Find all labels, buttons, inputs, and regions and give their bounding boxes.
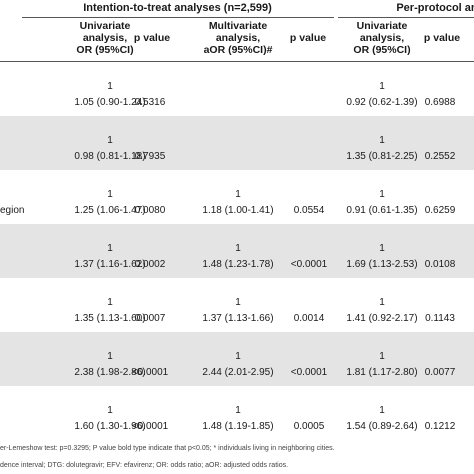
ref-value: 1 — [107, 81, 113, 92]
pp-pvalue: 0.0077 — [424, 367, 456, 378]
pp-group-title: Per-protocol an — [396, 2, 474, 14]
ref-value: 1 — [235, 351, 241, 362]
table-row: 1 1.05 (0.90-1.24) 0.5316 1 0.92 (0.62-1.39)… — [0, 62, 474, 116]
multivariate-aor: 1.48 (1.23-1.78) — [202, 259, 274, 270]
header-pvalue-multi: p value — [289, 32, 327, 44]
pp-pvalue: 0.1143 — [425, 313, 455, 324]
ref-value: 1 — [107, 135, 113, 146]
pp-univariate-or: 1.41 (0.92-2.17) — [346, 313, 418, 324]
pp-univariate-or: 1.35 (0.81-2.25) — [346, 151, 418, 162]
univariate-or: 1.60 (1.30-1.96) — [74, 421, 146, 432]
itt-group-rule — [22, 17, 334, 18]
pp-pvalue: 0.1212 — [424, 421, 456, 432]
row-label: egion — [0, 205, 25, 216]
univariate-or: 1.05 (0.90-1.24) — [74, 97, 146, 108]
table-row: egion 1 1.25 (1.06-1.47) 0.0080 1 1.18 (1.00-… — [0, 170, 474, 224]
ref-value: 1 — [107, 351, 113, 362]
table-row: 1 1.35 (1.13-1.60) 0.0007 1 1.37 (1.13-1.66)… — [0, 278, 474, 332]
itt-group-title: Intention-to-treat analyses (n=2,599) — [83, 2, 272, 14]
multivariate-pvalue: <0.0001 — [290, 367, 328, 378]
pp-pvalue: 0.6259 — [424, 205, 456, 216]
univariate-pvalue: <0.0001 — [131, 367, 169, 378]
univariate-pvalue: 0.0002 — [134, 259, 166, 270]
univariate-or: 1.35 (1.13-1.60) — [74, 313, 146, 324]
table-row: 1 2.38 (1.98-2.86) <0.0001 1 2.44 (2.01-2.95… — [0, 332, 474, 386]
footnote-1: er-Lemeshow test: p=0.3295; P value bold… — [0, 445, 335, 452]
ref-value: 1 — [235, 243, 241, 254]
ref-value: 1 — [379, 297, 385, 308]
ref-value: 1 — [379, 189, 385, 200]
ref-value: 1 — [379, 81, 385, 92]
multivariate-aor: 1.18 (1.00-1.41) — [202, 205, 274, 216]
pp-pvalue: 0.2552 — [424, 151, 456, 162]
multivariate-pvalue: 0.0014 — [293, 313, 325, 324]
header-univariate-pp: Univariate analysis, OR (95%CI) — [353, 20, 411, 56]
ref-value: 1 — [235, 405, 241, 416]
univariate-or: 2.38 (1.98-2.86) — [74, 367, 146, 378]
pp-univariate-or: 0.92 (0.62-1.39) — [346, 97, 418, 108]
pp-univariate-or: 1.54 (0.89-2.64) — [346, 421, 418, 432]
multivariate-aor: 1.48 (1.19-1.85) — [202, 421, 274, 432]
univariate-pvalue: 0.0080 — [134, 205, 166, 216]
univariate-or: 1.25 (1.06-1.47) — [74, 205, 146, 216]
univariate-pvalue: 0.0007 — [134, 313, 166, 324]
multivariate-pvalue: 0.0554 — [293, 205, 325, 216]
header-multivariate: Multivariate analysis, aOR (95%CI)# — [203, 20, 273, 56]
multivariate-pvalue: <0.0001 — [290, 259, 328, 270]
ref-value: 1 — [379, 405, 385, 416]
header-univariate: Univariate analysis, OR (95%CI) — [76, 20, 134, 56]
pp-pvalue: 0.6988 — [424, 97, 456, 108]
footnote-2: dence interval; DTG: dolutegravir; EFV: … — [0, 462, 289, 469]
header-pvalue-pp: p value — [423, 32, 461, 44]
ref-value: 1 — [379, 243, 385, 254]
univariate-or: 1.37 (1.16-1.62) — [74, 259, 146, 270]
ref-value: 1 — [235, 297, 241, 308]
header-pvalue: p value — [133, 32, 171, 44]
ref-value: 1 — [107, 297, 113, 308]
ref-value: 1 — [379, 351, 385, 362]
pp-univariate-or: 1.69 (1.13-2.53) — [346, 259, 418, 270]
univariate-pvalue: 0.7935 — [134, 151, 166, 162]
ref-value: 1 — [107, 243, 113, 254]
ref-value: 1 — [235, 189, 241, 200]
multivariate-aor: 1.37 (1.13-1.66) — [202, 313, 274, 324]
ref-value: 1 — [379, 135, 385, 146]
univariate-pvalue: 0.5316 — [134, 97, 166, 108]
table-row: 1 0.98 (0.81-1.18) 0.7935 1 1.35 (0.81-2.25)… — [0, 116, 474, 170]
pp-group-rule — [338, 17, 474, 18]
table-row: 1 1.60 (1.30-1.96) <0.0001 1 1.48 (1.19-1.85… — [0, 386, 474, 440]
table-row: 1 1.37 (1.16-1.62) 0.0002 1 1.48 (1.23-1.78)… — [0, 224, 474, 278]
header-bottom-rule — [0, 61, 474, 62]
pp-pvalue: 0.0108 — [424, 259, 456, 270]
pp-univariate-or: 0.91 (0.61-1.35) — [346, 205, 418, 216]
univariate-pvalue: <0.0001 — [131, 421, 169, 432]
multivariate-aor: 2.44 (2.01-2.95) — [202, 367, 274, 378]
table-header: Intention-to-treat analyses (n=2,599) Pe… — [0, 0, 474, 62]
ref-value: 1 — [107, 189, 113, 200]
univariate-or: 0.98 (0.81-1.18) — [74, 151, 146, 162]
ref-value: 1 — [107, 405, 113, 416]
multivariate-pvalue: 0.0005 — [293, 421, 325, 432]
pp-univariate-or: 1.81 (1.17-2.80) — [346, 367, 418, 378]
